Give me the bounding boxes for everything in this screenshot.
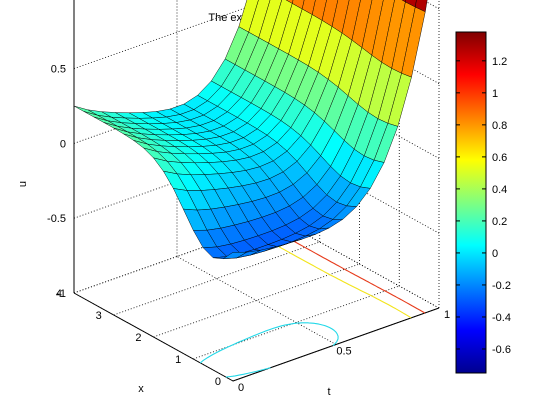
t-axis-line: [232, 307, 440, 382]
x-tick-label: 1: [175, 354, 181, 366]
z-tick-label: 1: [60, 0, 66, 1]
contour-line: [199, 322, 339, 378]
colorbar-tick-label: 0: [492, 248, 498, 260]
grid-line: [73, 219, 281, 294]
grid-line: [153, 263, 360, 338]
x-tick-label: 4: [56, 288, 62, 300]
grid-line: [279, 219, 440, 309]
colorbar-tick-label: 1.2: [492, 56, 507, 68]
x-axis-line: [73, 292, 234, 382]
colorbar-tick-label: 0.4: [492, 184, 507, 196]
surface-plot: [73, 0, 428, 260]
colorbar-tick-label: -0.4: [492, 312, 511, 324]
colorbar-tick-label: 1: [492, 88, 498, 100]
colorbar-tick-label: -0.6: [492, 344, 511, 356]
grid-line: [113, 241, 320, 316]
t-axis-label: t: [327, 386, 330, 398]
colorbar-tick-label: 0.2: [492, 216, 507, 228]
t-tick-label: 1: [444, 309, 450, 321]
z-tick-label: -0.5: [47, 213, 66, 225]
z-tick-label: 0.5: [51, 64, 66, 76]
colorbar-tick-label: 0.6: [492, 152, 507, 164]
grid-line: [73, 0, 269, 69]
x-tick-label: 2: [135, 332, 141, 344]
grid-line: [176, 256, 337, 345]
colorbar: [455, 31, 487, 374]
colorbar-tick-label: -0.2: [492, 280, 511, 292]
surface-patch: [222, 251, 248, 260]
colorbar-tick-label: 0.8: [492, 120, 507, 132]
z-tick-label: -1: [56, 288, 66, 300]
z-axis-label: u: [17, 181, 29, 187]
t-tick-label: 0: [238, 382, 244, 394]
grid-line: [73, 144, 281, 219]
colorbar-ticks: -0.6 -0.4 -0.2 0 0.2 0.4 0.6 0.8 1 1.2: [456, 56, 511, 356]
x-tick-label: 3: [96, 310, 102, 322]
grid-line: [73, 70, 281, 144]
x-tick-label: 0: [215, 376, 221, 388]
t-tick-label: 0.5: [336, 346, 351, 358]
x-axis-label: x: [138, 383, 144, 395]
z-tick-label: 0: [60, 138, 66, 150]
